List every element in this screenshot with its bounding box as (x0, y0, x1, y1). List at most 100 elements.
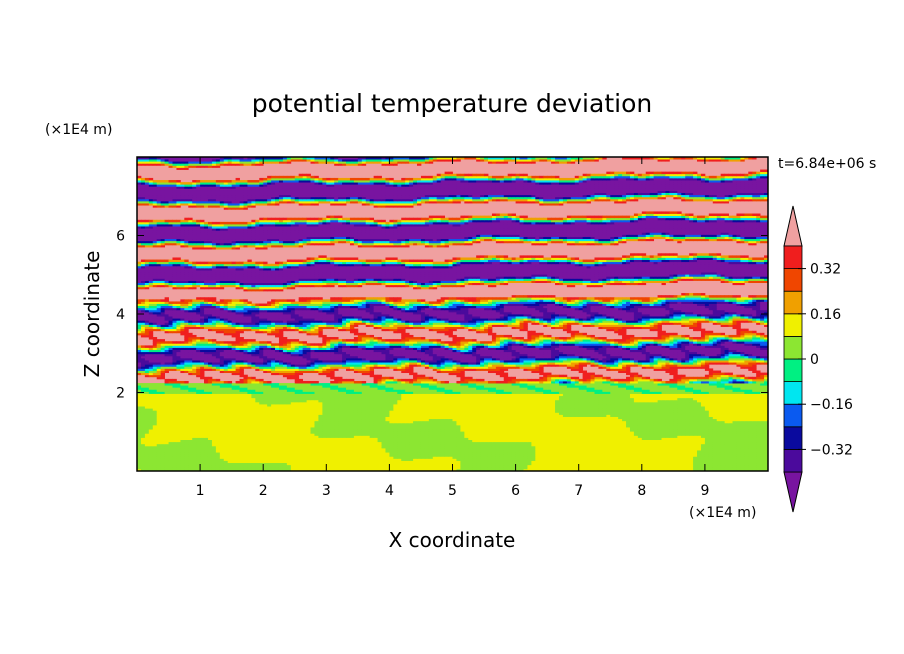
field-cell (298, 466, 304, 470)
field-cell (669, 468, 674, 471)
field-cell (562, 468, 568, 471)
field-cell (294, 466, 300, 470)
field-cell (716, 468, 722, 471)
field-cell (267, 466, 272, 470)
field-cell (468, 468, 473, 471)
field-cell (558, 468, 564, 471)
field-cell (282, 468, 288, 471)
field-cell (137, 466, 142, 470)
field-cell (353, 468, 359, 471)
field-cell (369, 468, 375, 471)
field-cell (353, 466, 359, 470)
field-cell (137, 468, 142, 471)
field-cell (511, 468, 516, 471)
field-cell (278, 466, 284, 470)
field-cell (310, 466, 315, 470)
field-cell (148, 468, 154, 471)
field-cell (278, 468, 284, 471)
field-cell (602, 468, 607, 471)
field-cell (578, 468, 584, 471)
field-cell (160, 466, 165, 470)
field-cell (148, 466, 154, 470)
field-cell (641, 468, 647, 471)
field-cell (298, 468, 304, 471)
field-cell (306, 468, 311, 471)
field-cell (271, 466, 276, 470)
field-cell (334, 468, 339, 471)
field-cell (649, 468, 655, 471)
field-cell (369, 466, 375, 470)
field-cell (752, 468, 757, 471)
field-cell (487, 468, 493, 471)
field-cell (472, 468, 477, 471)
field-cell (326, 468, 331, 471)
field-cell (728, 468, 733, 471)
field-cell (712, 468, 718, 471)
field-cell (184, 466, 189, 470)
field-cell (243, 466, 248, 470)
field-cell (164, 466, 169, 470)
field-cell (322, 468, 327, 471)
contour-field (137, 157, 768, 471)
field-cell (432, 468, 438, 471)
field-cell (176, 468, 181, 471)
field-cell (184, 468, 189, 471)
field-cell (251, 468, 256, 471)
field-cell (527, 468, 532, 471)
field-cell (653, 468, 658, 471)
field-cell (689, 468, 694, 471)
field-cell (282, 466, 288, 470)
field-cell (330, 466, 335, 470)
field-cell (507, 468, 513, 471)
field-cell (531, 468, 536, 471)
field-cell (207, 468, 213, 471)
field-cell (180, 466, 185, 470)
field-cell (598, 468, 603, 471)
field-cell (736, 468, 741, 471)
field-cell (452, 468, 457, 471)
field-cell (302, 468, 307, 471)
field-cell (417, 468, 422, 471)
field-cell (693, 468, 698, 471)
field-cell (495, 468, 501, 471)
field-cell (361, 468, 367, 471)
field-cell (744, 468, 749, 471)
field-cell (227, 466, 233, 470)
field-cell (515, 468, 520, 471)
field-cell (420, 468, 426, 471)
field-cell (590, 468, 595, 471)
field-cell (144, 468, 150, 471)
field-cell (227, 468, 233, 471)
field-cell (657, 468, 662, 471)
field-cell (389, 466, 394, 470)
field-cell (286, 468, 292, 471)
field-cell (357, 468, 363, 471)
field-cell (464, 468, 469, 471)
field-cell (365, 468, 371, 471)
field-cell (346, 466, 351, 470)
field-cell (219, 468, 225, 471)
field-cell (523, 468, 528, 471)
field-cell (152, 468, 158, 471)
field-cell (551, 468, 556, 471)
field-cell (294, 468, 300, 471)
field-cell (290, 466, 296, 470)
field-cell (626, 468, 631, 471)
field-cell (629, 468, 635, 471)
field-cell (685, 468, 690, 471)
field-cell (239, 468, 244, 471)
field-cell (381, 468, 386, 471)
field-cell (200, 468, 205, 471)
field-cell (196, 466, 201, 470)
field-cell (318, 466, 323, 470)
field-cell (708, 468, 714, 471)
field-cell (448, 468, 453, 471)
field-cell (424, 468, 430, 471)
field-cell (499, 468, 505, 471)
field-cell (720, 468, 726, 471)
field-cell (606, 468, 611, 471)
field-cell (211, 468, 217, 471)
field-cell (361, 466, 367, 470)
field-cell (756, 468, 761, 471)
field-cell (633, 468, 639, 471)
